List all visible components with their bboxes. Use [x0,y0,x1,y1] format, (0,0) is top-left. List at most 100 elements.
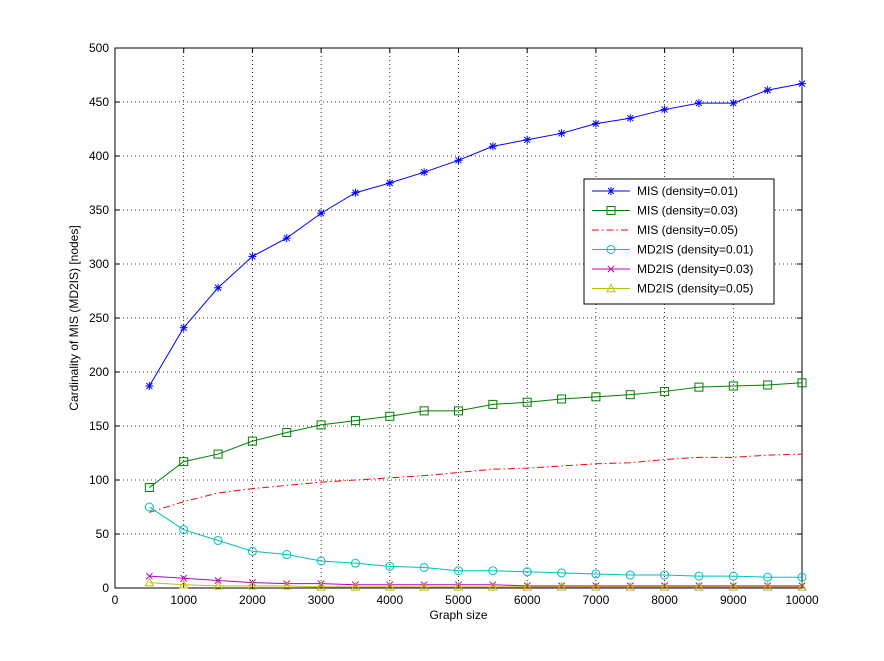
data-point [488,142,497,151]
y-axis-label: Cardinality of MIS (MD2IS) [nodes] [67,225,81,410]
data-point [729,99,738,108]
legend-marker [607,187,615,195]
series-group [144,79,807,591]
data-point [591,581,601,591]
data-point [488,399,498,409]
legend-label: MD2IS (density=0.03) [637,262,753,276]
data-point [385,179,394,187]
y-tick-label: 400 [89,149,109,163]
data-point [420,168,429,177]
data-point [144,502,154,512]
x-tick-label: 4000 [376,593,403,607]
data-point [557,568,567,578]
data-point [694,382,704,392]
data-point [213,449,223,459]
data-point [694,571,704,581]
data-point [797,581,807,591]
legend-box [583,178,775,305]
data-point [179,457,189,467]
data-point [694,99,703,108]
x-tick-label: 10000 [785,593,819,607]
data-point [661,582,669,590]
data-point [625,390,635,400]
series-line [148,83,803,387]
legend-entry: MIS (density=0.01) [592,184,738,198]
series-2 [144,378,807,493]
data-point [281,580,292,590]
data-point [625,581,636,591]
data-point [557,129,566,138]
data-point [248,252,257,261]
series-3 [149,453,803,513]
data-point [660,105,669,114]
data-point [763,380,773,390]
x-tick-label: 5000 [445,593,472,607]
data-point [625,570,635,580]
data-point [247,546,257,556]
x-tick-label: 2000 [239,593,266,607]
y-tick-label: 50 [96,527,110,541]
x-axis-label: Graph size [429,608,487,622]
data-point [454,406,463,416]
data-point [763,572,773,582]
data-point [626,582,634,590]
data-point [385,411,395,421]
data-point [762,581,773,591]
data-point [282,234,291,243]
series-1 [145,79,806,391]
data-point [351,188,360,197]
data-point [660,570,670,580]
data-point [282,427,292,437]
x-tick-label: 3000 [308,593,335,607]
axis-ticks: 0 1000 2000 3000 4000 5000 6000 7000 8000 9000 100… [89,41,819,607]
x-tick-label: 9000 [720,593,747,607]
data-point [488,581,498,591]
data-point [591,569,601,579]
y-tick-label: 200 [89,365,109,379]
x-tick-label: 0 [112,593,119,607]
legend-marker [606,245,616,254]
data-point [728,571,738,581]
legend-entry: MIS (density=0.05) [592,223,738,237]
series-6 [144,577,807,591]
data-point [488,566,498,576]
series-line [149,575,802,587]
y-tick-label: 0 [102,581,109,595]
data-point [213,580,223,590]
data-point [453,581,464,591]
data-point [178,579,189,589]
data-point [316,556,326,566]
data-point [247,436,257,446]
data-point [522,397,532,407]
data-point [419,581,429,591]
data-point [179,323,188,332]
legend-label: MD2IS (density=0.01) [637,243,753,257]
y-tick-label: 100 [89,473,109,487]
data-point [695,582,703,590]
grid [115,48,802,588]
legend-entry: MD2IS (density=0.01) [592,243,753,257]
data-point [316,420,326,430]
data-point [728,381,738,391]
data-point [523,135,532,144]
data-point [144,483,154,493]
data-point [214,576,222,584]
data-point [317,209,326,218]
data-point [591,119,600,128]
data-point [350,558,360,568]
data-point [798,79,806,88]
x-tick-label: 8000 [651,593,678,607]
y-tick-label: 150 [89,419,109,433]
data-point [523,582,531,590]
data-point [522,567,532,577]
data-point [214,283,223,292]
data-point [728,581,739,591]
data-point [592,582,600,590]
y-tick-label: 300 [89,257,109,271]
series-line [149,506,802,578]
data-point [659,581,670,591]
data-point [797,378,807,388]
data-point [797,572,807,582]
legend-label: MIS (density=0.05) [637,223,738,237]
data-point [316,581,326,591]
